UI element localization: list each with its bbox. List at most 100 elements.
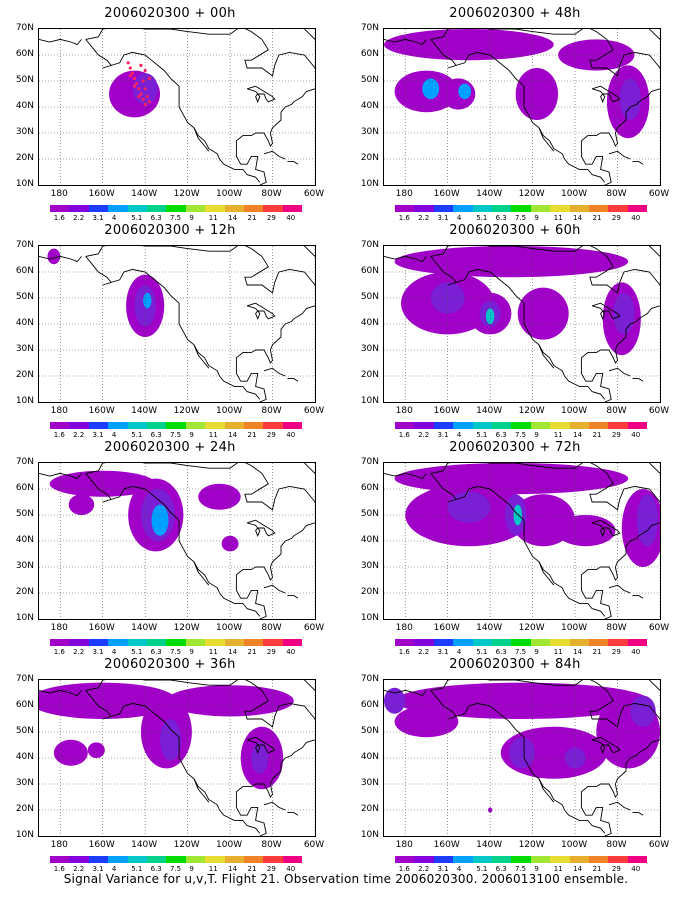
lon-tick-label: 80W (606, 623, 627, 633)
map-svg (39, 463, 315, 619)
map-panel: 2006020300 + 60h 70N 60N 50N 40N 30N 20N 10N 180… (349, 223, 689, 443)
lon-tick-label: 120W (518, 623, 545, 633)
colorbar-swatch (414, 205, 434, 212)
colorbar-label: 4 (111, 431, 117, 439)
coastline (430, 246, 660, 402)
lon-tick-label: 60W (648, 189, 670, 199)
coastline (39, 689, 82, 697)
colorbar-swatch (395, 422, 415, 429)
variance-contour (143, 292, 152, 309)
variance-contour (447, 491, 491, 523)
lon-tick-label: 120W (518, 406, 545, 416)
colorbar-swatch (491, 205, 512, 212)
coastline (632, 378, 644, 382)
colorbar-swatch (166, 856, 186, 863)
colorbar-label: 7.5 (170, 214, 182, 222)
panel-title: 2006020300 + 72h (449, 440, 581, 455)
colorbar-swatch (69, 856, 89, 863)
colorbar-label: 7.5 (170, 648, 182, 656)
colorbar-label: 11 (553, 648, 563, 656)
colorbar-swatch (205, 639, 225, 646)
lon-tick-label: 140W (476, 406, 503, 416)
lon-tick-label: 80W (261, 623, 282, 633)
coastline (538, 561, 555, 586)
lat-tick-label: 50N (360, 509, 379, 519)
colorbar-swatch (88, 205, 109, 212)
colorbar-swatch (569, 639, 589, 646)
variance-contour (485, 308, 495, 324)
lat-tick-label: 70N (360, 240, 379, 250)
colorbar-label: 2.2 (73, 648, 85, 656)
colorbar-label: 3.1 (437, 214, 449, 222)
lon-tick-label: 100W (561, 623, 588, 633)
map-area (383, 245, 661, 403)
figure-caption: Signal Variance for u,v,T. Flight 21. Ob… (63, 872, 629, 886)
coastline (263, 801, 286, 811)
colorbar-label: 14 (573, 648, 583, 656)
colorbar-swatch (50, 639, 70, 646)
colorbar-label: 1.6 (398, 865, 410, 873)
colorbar-swatch (414, 856, 434, 863)
lon-tick-label: 160W (88, 623, 115, 633)
colorbar-label: 4 (456, 214, 462, 222)
coastline (608, 584, 631, 594)
lat-tick-label: 70N (360, 457, 379, 467)
lat-tick-label: 50N (360, 726, 379, 736)
colorbar (395, 422, 648, 429)
colorbar-label: 1.6 (398, 648, 410, 656)
colorbar-label: 40 (631, 431, 641, 439)
colorbar-label: 6.3 (495, 214, 507, 222)
lon-tick-label: 100W (216, 840, 243, 850)
colorbar-swatch (627, 856, 648, 863)
colorbar-swatch (108, 422, 128, 429)
lon-tick-label: 100W (216, 406, 243, 416)
colorbar-label: 21 (592, 431, 602, 439)
colorbar-label: 6.3 (150, 431, 162, 439)
map-area (38, 245, 316, 403)
map-svg (39, 246, 315, 402)
colorbar-labels: 1.6 2.2 3.1 4 5.1 6.3 7.5 9 11 14 21 29 40 (395, 648, 647, 658)
lon-tick-label: 80W (261, 189, 282, 199)
map-area (38, 28, 316, 186)
map-panel: 2006020300 + 84h 70N 60N 50N 40N 30N 20N 10N 180… (349, 657, 689, 877)
variance-contour (458, 83, 472, 100)
lat-tick-label: 30N (360, 778, 379, 788)
colorbar-swatch (511, 856, 531, 863)
variance-contour (166, 685, 294, 717)
lat-tick-label: 30N (360, 344, 379, 354)
colorbar-label: 2.2 (73, 431, 85, 439)
colorbar-label: 6.3 (150, 214, 162, 222)
colorbar-swatch (569, 205, 589, 212)
colorbar-swatch (530, 205, 551, 212)
coastline (608, 367, 631, 377)
colorbar-label: 40 (286, 648, 296, 656)
colorbar-labels: 1.6 2.2 3.1 4 5.1 6.3 7.5 9 11 14 21 29 40 (395, 865, 647, 875)
colorbar-label: 9 (534, 431, 539, 439)
lon-tick-label: 140W (476, 840, 503, 850)
coastline (384, 472, 427, 480)
colorbar-label: 14 (573, 214, 583, 222)
colorbar-label: 9 (534, 865, 539, 873)
lon-tick-label: 80W (606, 189, 627, 199)
lat-tick-label: 50N (15, 75, 34, 85)
map-panel: 2006020300 + 36h 70N 60N 50N 40N 30N 20N 10N 180… (4, 657, 344, 877)
map-area (38, 462, 316, 620)
variance-contour (422, 78, 440, 100)
colorbar-label: 6.3 (495, 865, 507, 873)
observation-point (128, 66, 132, 70)
lat-tick-label: 50N (15, 292, 34, 302)
coastline (430, 463, 660, 619)
coastline (303, 246, 315, 257)
lon-tick-label: 100W (561, 406, 588, 416)
colorbar-label: 1.6 (398, 431, 410, 439)
lat-tick-label: 70N (15, 23, 34, 33)
colorbar-swatch (282, 639, 303, 646)
colorbar-label: 11 (553, 214, 563, 222)
variance-contour (555, 515, 616, 547)
lat-tick-label: 40N (15, 101, 34, 111)
lat-tick-label: 40N (360, 752, 379, 762)
colorbar (50, 639, 303, 646)
colorbar-label: 3.1 (92, 214, 104, 222)
lat-tick-label: 40N (360, 101, 379, 111)
coastline (303, 29, 315, 40)
